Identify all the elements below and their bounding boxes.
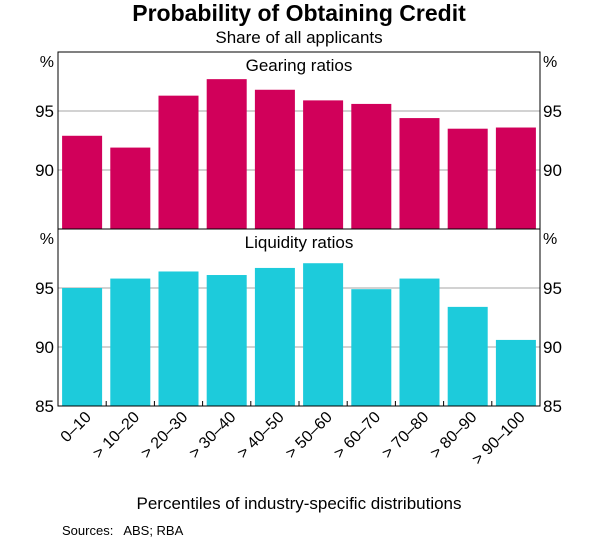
chart-title: Probability of Obtaining Credit bbox=[132, 0, 466, 26]
unit-label-left: % bbox=[40, 231, 54, 248]
y-tick-label-left: 95 bbox=[35, 279, 54, 298]
liquidity-bar bbox=[303, 263, 344, 406]
liquidity-bar bbox=[399, 278, 440, 406]
x-tick-label: > 40–50 bbox=[234, 409, 287, 462]
gearing-bar bbox=[399, 118, 440, 229]
liquidity-panel-title: Liquidity ratios bbox=[245, 233, 354, 252]
x-tick-label: > 70–80 bbox=[379, 409, 432, 462]
unit-label-left: % bbox=[40, 54, 54, 71]
y-tick-label-right: 95 bbox=[543, 279, 562, 298]
chart-subtitle: Share of all applicants bbox=[215, 28, 383, 47]
liquidity-bar bbox=[62, 288, 103, 406]
liquidity-bar bbox=[351, 289, 392, 406]
sources-label: Sources: bbox=[62, 523, 114, 538]
liquidity-bar bbox=[495, 339, 536, 406]
y-tick-label-right: 90 bbox=[543, 338, 562, 357]
unit-label-right: % bbox=[543, 54, 557, 71]
y-tick-label-right: 95 bbox=[543, 102, 562, 121]
gearing-bar bbox=[110, 147, 151, 229]
x-tick-label: > 20–30 bbox=[138, 409, 191, 462]
gearing-bar bbox=[62, 135, 103, 229]
gearing-bar bbox=[495, 127, 536, 229]
liquidity-bar bbox=[447, 306, 488, 406]
gearing-bar bbox=[254, 89, 295, 229]
x-tick-label: > 60–70 bbox=[331, 409, 384, 462]
y-tick-label-right: 85 bbox=[543, 397, 562, 416]
liquidity-bar bbox=[110, 278, 151, 406]
gearing-bar bbox=[447, 128, 488, 229]
x-tick-label: > 50–60 bbox=[283, 409, 336, 462]
x-tick-label: > 30–40 bbox=[186, 409, 239, 462]
x-tick-label: > 10–20 bbox=[90, 409, 143, 462]
liquidity-bar bbox=[254, 267, 295, 406]
y-tick-label-left: 95 bbox=[35, 102, 54, 121]
sources-text: ABS; RBA bbox=[123, 523, 184, 538]
x-axis-label: Percentiles of industry-specific distrib… bbox=[136, 494, 462, 513]
x-tick-label: 0–10 bbox=[58, 409, 95, 446]
x-tick-label: > 90–100 bbox=[469, 409, 529, 469]
y-tick-label-left: 90 bbox=[35, 338, 54, 357]
liquidity-bar bbox=[206, 275, 247, 406]
liquidity-bar bbox=[158, 271, 199, 406]
sources-note: Sources: ABS; RBA bbox=[62, 523, 183, 539]
gearing-bar bbox=[206, 79, 247, 229]
y-tick-label-right: 90 bbox=[543, 161, 562, 180]
y-tick-label-left: 90 bbox=[35, 161, 54, 180]
y-tick-label-left: 85 bbox=[35, 397, 54, 416]
gearing-panel-title: Gearing ratios bbox=[246, 56, 353, 75]
gearing-bar bbox=[303, 100, 344, 229]
gearing-bar bbox=[351, 103, 392, 229]
unit-label-right: % bbox=[543, 231, 557, 248]
gearing-bar bbox=[158, 95, 199, 229]
